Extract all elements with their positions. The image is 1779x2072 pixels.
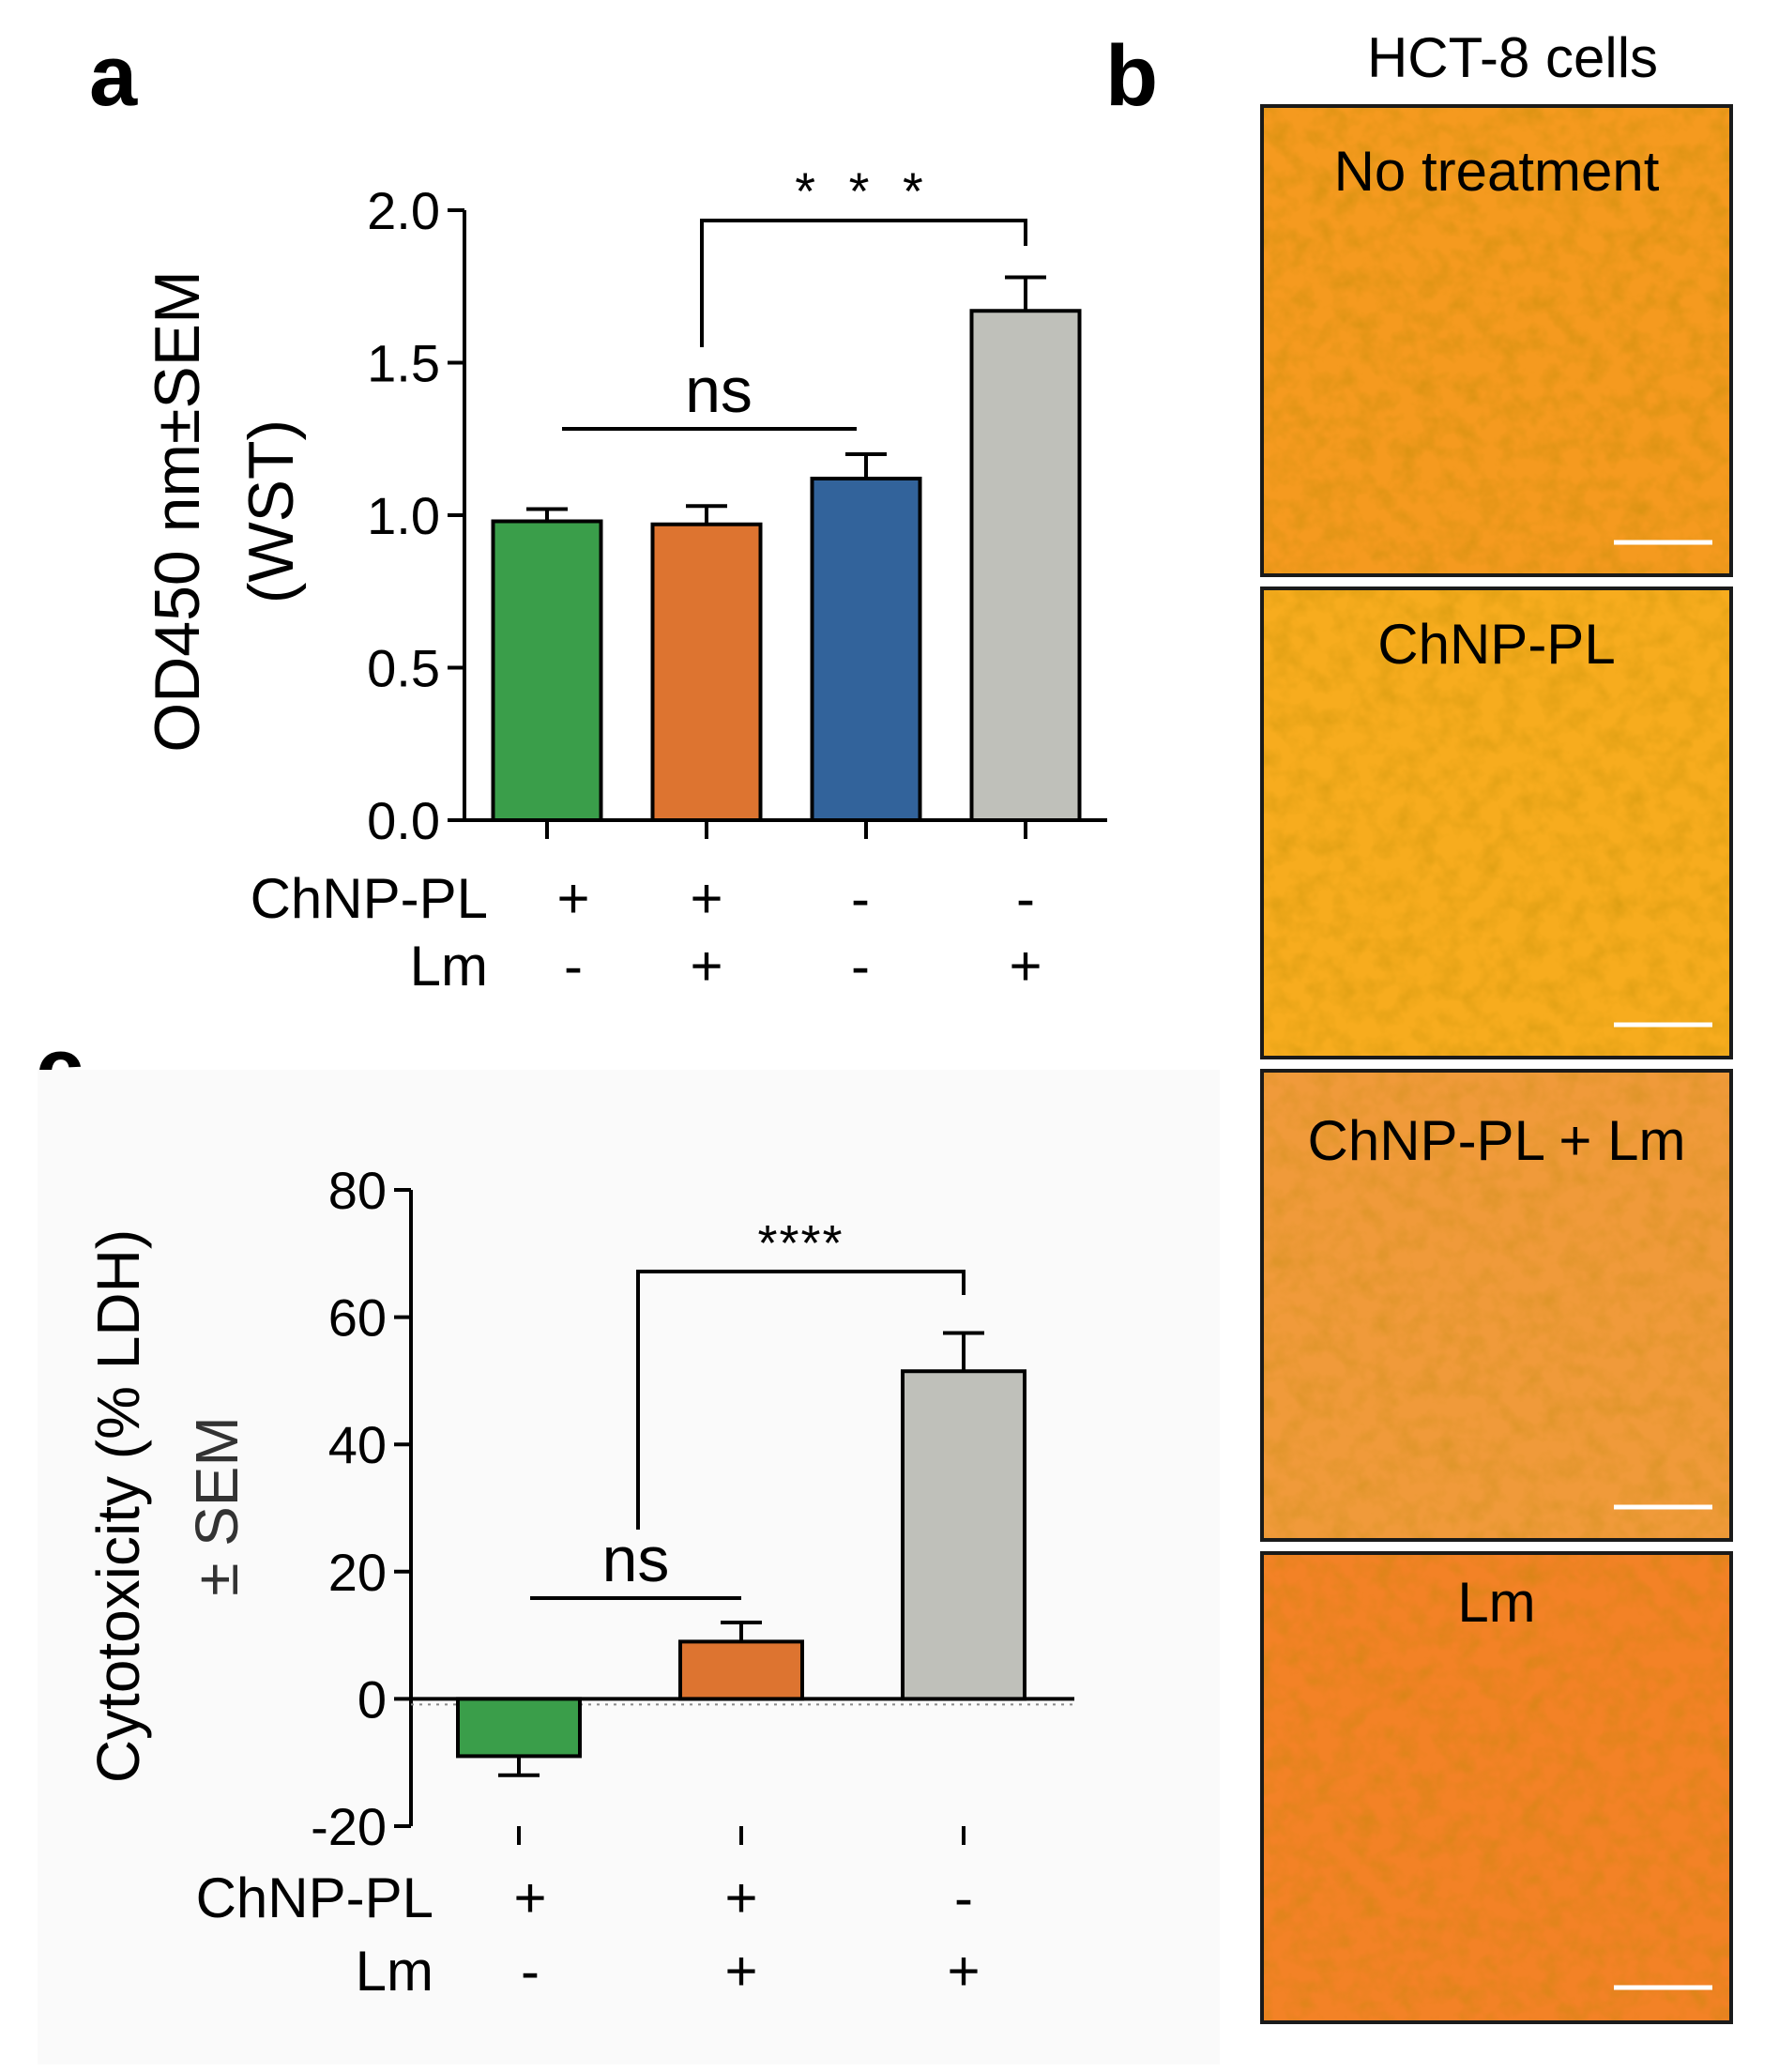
micrograph-label: ChNP-PL + Lm	[1308, 1109, 1686, 1172]
y-axis-label: Cytotoxicity (% LDH)	[84, 1229, 152, 1783]
y-tick-label: 2.0	[367, 181, 440, 240]
y-tick-label: 40	[328, 1415, 387, 1474]
y-tick-label: 1.0	[367, 486, 440, 545]
y-tick-label: 60	[328, 1288, 387, 1348]
micrograph-chnp-pl-lm: ChNP-PL + Lm	[1260, 1069, 1733, 1542]
condition-sign: -	[954, 1866, 973, 1929]
bar	[491, 519, 603, 822]
y-axis-label: ± SEM	[183, 1416, 251, 1596]
condition-sign: +	[724, 1866, 757, 1929]
panel-label-a: a	[89, 28, 138, 124]
condition-sign: +	[556, 867, 589, 930]
bar	[678, 1639, 804, 1701]
condition-sign: +	[947, 1940, 980, 2003]
significance-label: ns	[602, 1524, 670, 1595]
condition-label: ChNP-PL	[251, 867, 488, 930]
y-tick-label: 1.5	[367, 334, 440, 393]
chart-panel-c: -20 0 20 40 60 80 Cytotoxicity (% LDH) ± SEM ChN…	[84, 1161, 1074, 2003]
micrograph-no-treatment: No treatment	[1260, 104, 1733, 577]
condition-sign: +	[513, 1866, 546, 1929]
significance-stars: ****	[757, 1215, 844, 1272]
y-tick-label: 20	[328, 1543, 387, 1602]
condition-label: ChNP-PL	[196, 1866, 433, 1929]
bar	[650, 522, 763, 822]
condition-sign: -	[564, 935, 583, 998]
significance-bracket	[636, 1270, 966, 1530]
chart-panel-a: 0.0 0.5 1.0 1.5 2.0 OD450 nm±SEM (WST) ChNP-PL +…	[142, 161, 1107, 998]
y-tick-label: -20	[311, 1797, 387, 1856]
bar	[456, 1697, 582, 1759]
micrograph-lm: Lm	[1260, 1551, 1733, 2024]
micrograph-label: No treatment	[1334, 140, 1660, 203]
condition-label: Lm	[410, 935, 488, 998]
condition-sign: -	[521, 1940, 540, 2003]
bar	[810, 477, 922, 822]
condition-sign: +	[690, 867, 722, 930]
condition-label: Lm	[356, 1940, 433, 2003]
micrograph-title: HCT-8 cells	[1367, 26, 1658, 89]
y-tick-label: 80	[328, 1161, 387, 1220]
micrograph-label: ChNP-PL	[1377, 613, 1615, 676]
condition-sign: -	[1016, 867, 1035, 930]
condition-sign: -	[851, 935, 870, 998]
bar	[901, 1369, 1026, 1701]
significance-stars: * * *	[795, 161, 933, 221]
condition-sign: +	[1009, 935, 1042, 998]
panel-label-b: b	[1105, 28, 1158, 124]
y-axis-label: OD450 nm±SEM	[142, 270, 213, 753]
micrograph-label: Lm	[1457, 1571, 1535, 1634]
significance-label: ns	[685, 355, 753, 426]
micrograph-panel-b: No treatment ChNP-PL ChNP-PL + Lm Lm	[1260, 104, 1733, 2024]
condition-sign: +	[724, 1940, 757, 2003]
y-axis-label: (WST)	[236, 419, 307, 603]
condition-sign: -	[851, 867, 870, 930]
micrograph-chnp-pl: ChNP-PL	[1260, 587, 1733, 1059]
y-tick-label: 0	[357, 1669, 387, 1729]
y-tick-label: 0.5	[367, 639, 440, 698]
significance-bracket	[700, 219, 1027, 347]
condition-sign: +	[690, 935, 722, 998]
bar	[969, 309, 1082, 822]
y-tick-label: 0.0	[367, 791, 440, 850]
